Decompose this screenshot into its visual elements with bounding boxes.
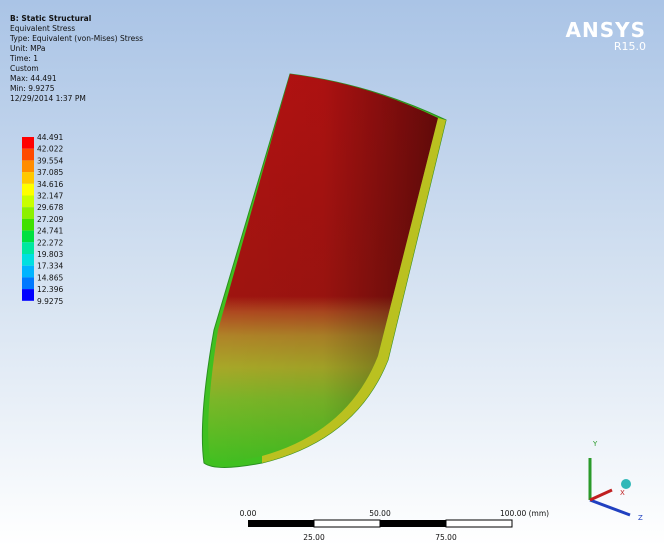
viewport: B: Static Structural 44.49142.02239.5543… bbox=[0, 0, 664, 546]
scale-label: 50.00 bbox=[369, 509, 391, 518]
scale-segment bbox=[248, 520, 314, 527]
info-line: Equivalent Stress bbox=[10, 24, 75, 33]
legend-band bbox=[22, 219, 34, 231]
triad-label: X bbox=[620, 489, 625, 497]
legend-band bbox=[22, 149, 34, 161]
triad-z-axis bbox=[590, 500, 630, 515]
legend-label: 19.803 bbox=[37, 250, 63, 259]
info-line: Time: 1 bbox=[10, 54, 38, 63]
legend-label: 42.022 bbox=[37, 145, 63, 154]
legend-band bbox=[22, 254, 34, 266]
legend-label: 17.334 bbox=[37, 262, 63, 271]
scale-label: 0.00 bbox=[240, 509, 257, 518]
legend-band bbox=[22, 277, 34, 289]
logo-name: ANSYS bbox=[565, 18, 646, 42]
scale-bar bbox=[248, 520, 512, 527]
scale-segment bbox=[446, 520, 512, 527]
info-line: Unit: MPa bbox=[10, 44, 45, 53]
legend-label: 9.9275 bbox=[37, 297, 63, 306]
legend-label: 44.491 bbox=[37, 133, 63, 142]
legend-band bbox=[22, 160, 34, 172]
scale-segment bbox=[380, 520, 446, 527]
legend-band bbox=[22, 289, 34, 301]
legend-band bbox=[22, 137, 34, 149]
legend-band bbox=[22, 196, 34, 208]
logo-version: R15.0 bbox=[614, 40, 646, 53]
scale-label: 75.00 bbox=[435, 533, 457, 542]
legend-label: 24.741 bbox=[37, 227, 63, 236]
scale-label: 25.00 bbox=[303, 533, 325, 542]
triad-label: Z bbox=[638, 514, 643, 522]
scale-segment bbox=[314, 520, 380, 527]
triad-x-axis bbox=[590, 490, 612, 500]
info-line: Custom bbox=[10, 64, 39, 73]
info-line: Min: 9.9275 bbox=[10, 84, 54, 93]
legend-label: 37.085 bbox=[37, 168, 63, 177]
legend-label: 32.147 bbox=[37, 192, 63, 201]
legend-label: 12.396 bbox=[37, 285, 63, 294]
legend-band bbox=[22, 172, 34, 184]
legend-band bbox=[22, 266, 34, 278]
triad bbox=[590, 458, 631, 515]
legend-band bbox=[22, 184, 34, 196]
legend-band bbox=[22, 207, 34, 219]
triad-ball bbox=[621, 479, 631, 489]
triad-label: Y bbox=[592, 440, 598, 448]
info-line: 12/29/2014 1:37 PM bbox=[10, 94, 86, 103]
legend-label: 34.616 bbox=[37, 180, 63, 189]
legend-label: 39.554 bbox=[37, 156, 63, 165]
legend-label: 14.865 bbox=[37, 273, 63, 282]
info-line: Max: 44.491 bbox=[10, 74, 57, 83]
legend-label: 22.272 bbox=[37, 238, 63, 247]
scale-label: 100.00 (mm) bbox=[500, 509, 549, 518]
legend-band bbox=[22, 242, 34, 254]
legend-band bbox=[22, 231, 34, 243]
legend-label: 29.678 bbox=[37, 203, 63, 212]
legend-label: 27.209 bbox=[37, 215, 63, 224]
scene: 44.491 42.022 39.554 37.085 34.616 32.147 29.6… bbox=[0, 0, 664, 546]
info-line: Type: Equivalent (von-Mises) Stress bbox=[10, 34, 143, 43]
